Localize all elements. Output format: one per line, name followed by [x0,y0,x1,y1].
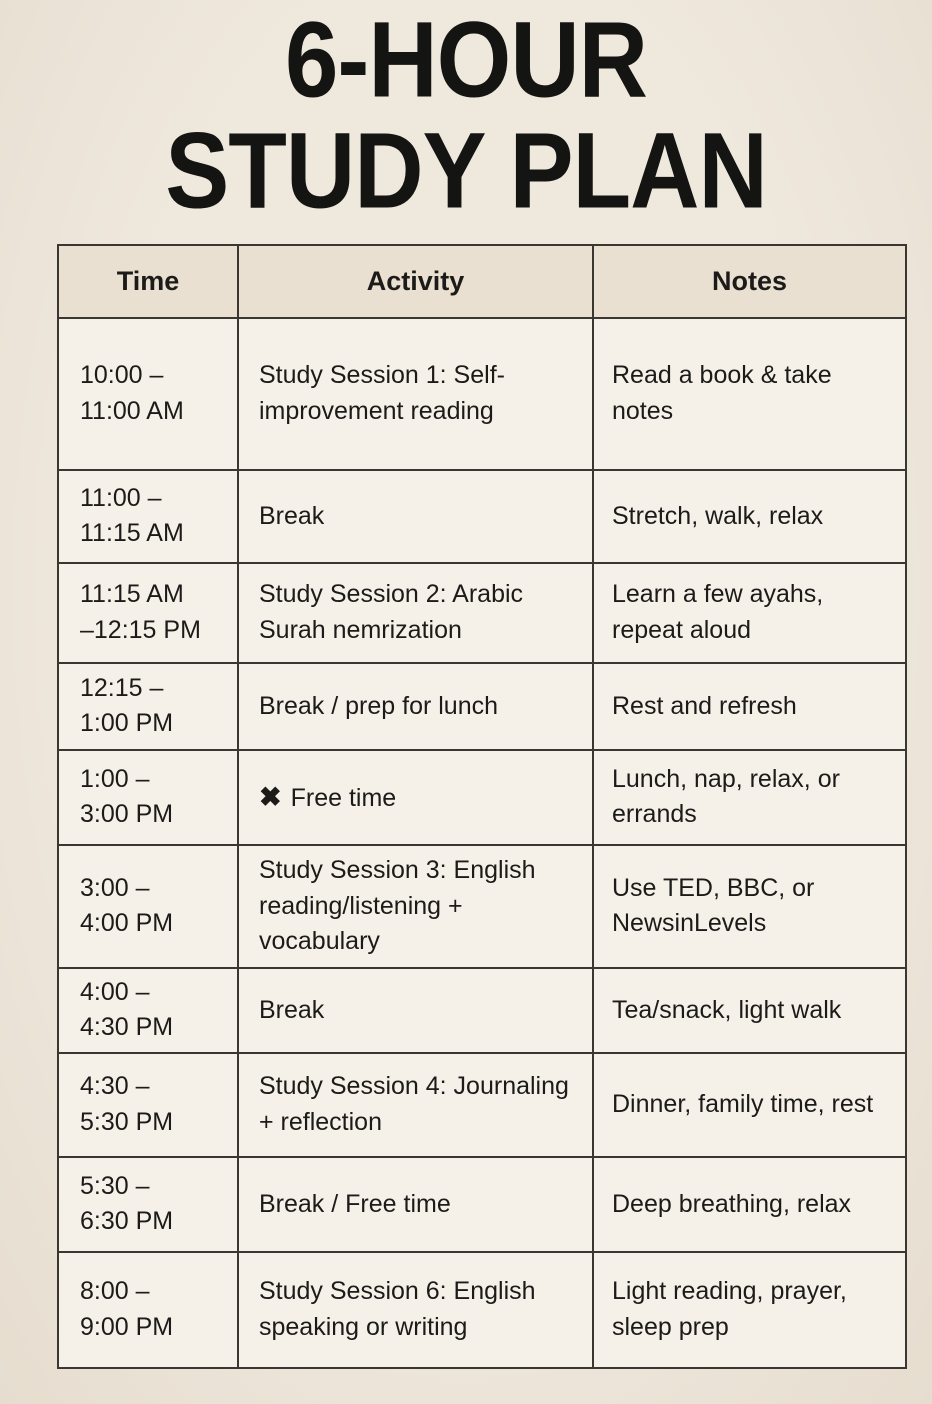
time-cell: 10:00 – 11:00 AM [57,316,239,471]
time-cell: 8:00 – 9:00 PM [57,1250,239,1369]
notes-cell: Read a book & take notes [592,316,907,471]
notes-cell: Use TED, BBC, or NewsinLevels [592,843,907,969]
column-header-activity: Activity [237,243,594,319]
notes-cell: Deep breathing, relax [592,1155,907,1253]
activity-cell: ✖ Free time [237,748,594,846]
activity-cell: Study Session 1: Self-improvement readin… [237,316,594,471]
column-header-time: Time [57,243,239,319]
table-row: 11:15 AM –12:15 PM Study Session 2: Arab… [57,561,907,664]
notes-cell: Light reading, prayer, sleep prep [592,1250,907,1369]
notes-cell: Learn a few ayahs, repeat aloud [592,561,907,664]
notes-cell: Rest and refresh [592,661,907,751]
table-row: 12:15 – 1:00 PM Break / prep for lunch R… [57,661,907,751]
time-cell: 11:00 – 11:15 AM [57,468,239,564]
activity-cell: Study Session 4: Journaling + reflection [237,1051,594,1158]
page-title-line1: 6-HOUR [284,0,648,121]
column-header-notes: Notes [592,243,907,319]
notes-cell: Dinner, family time, rest [592,1051,907,1158]
table-row: 3:00 – 4:00 PM Study Session 3: English … [57,843,907,969]
table-row: 4:00 – 4:30 PM Break Tea/snack, light wa… [57,966,907,1054]
activity-cell: Break / prep for lunch [237,661,594,751]
time-cell: 11:15 AM –12:15 PM [57,561,239,664]
header-row: Time Activity Notes [57,243,907,319]
study-plan-table: Time Activity Notes 10:00 – 11:00 AM Stu… [57,243,907,1369]
notes-cell: Lunch, nap, relax, or errands [592,748,907,846]
cross-icon: ✖ [259,782,282,812]
activity-cell: Study Session 3: English reading/listeni… [237,843,594,969]
time-cell: 3:00 – 4:00 PM [57,843,239,969]
activity-cell: Break [237,468,594,564]
time-cell: 12:15 – 1:00 PM [57,661,239,751]
notes-cell: Tea/snack, light walk [592,966,907,1054]
table-row: 10:00 – 11:00 AM Study Session 1: Self-i… [57,316,907,471]
notes-cell: Stretch, walk, relax [592,468,907,564]
time-cell: 5:30 – 6:30 PM [57,1155,239,1253]
time-cell: 4:00 – 4:30 PM [57,966,239,1054]
table-row: 1:00 – 3:00 PM ✖ Free time Lunch, nap, re… [57,748,907,846]
activity-label: Free time [290,784,397,812]
time-cell: 1:00 – 3:00 PM [57,748,239,846]
activity-cell: Study Session 6: English speaking or wri… [237,1250,594,1369]
table-row: 4:30 – 5:30 PM Study Session 4: Journali… [57,1051,907,1158]
page-title: 6-HOUR STUDY PLAN [0,0,932,231]
activity-cell: Break / Free time [237,1155,594,1253]
table-row: 5:30 – 6:30 PM Break / Free time Deep br… [57,1155,907,1253]
table-row: 8:00 – 9:00 PM Study Session 6: English … [57,1250,907,1369]
activity-cell: Study Session 2: Arabic Surah nemrizatio… [237,561,594,664]
table-row: 11:00 – 11:15 AM Break Stretch, walk, re… [57,468,907,564]
page-title-line2: STUDY PLAN [165,111,768,231]
activity-cell: Break [237,966,594,1054]
time-cell: 4:30 – 5:30 PM [57,1051,239,1158]
